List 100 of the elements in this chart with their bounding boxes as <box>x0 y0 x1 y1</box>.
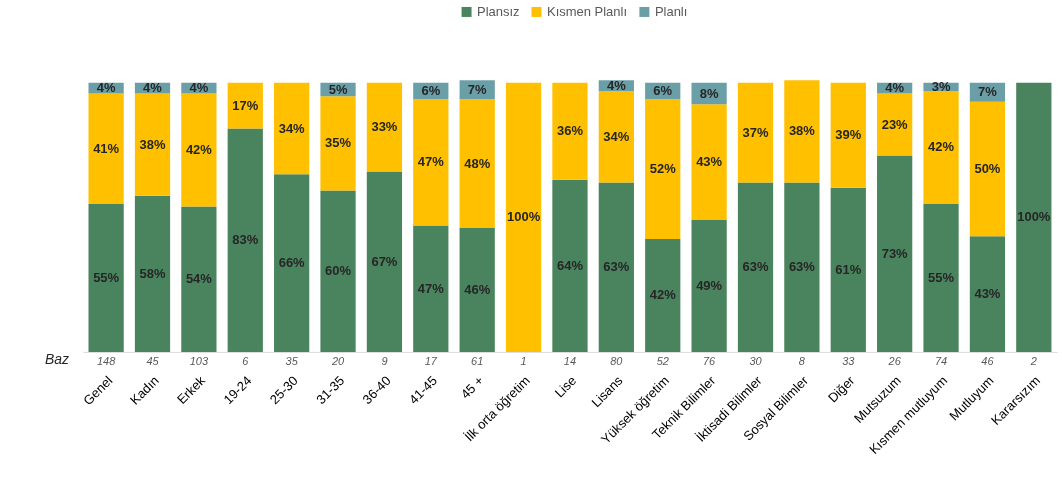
text: 17 <box>424 354 438 367</box>
legend-label: Plansız <box>477 3 520 19</box>
bar <box>598 182 634 352</box>
bar <box>274 82 310 175</box>
data-label: 33% <box>371 119 398 135</box>
bar <box>645 98 681 239</box>
data-label: 34% <box>278 120 306 136</box>
data-label: 6% <box>653 82 673 98</box>
bar <box>830 187 866 352</box>
data-label: 100% <box>506 209 541 225</box>
bar <box>552 179 588 352</box>
data-label: 63% <box>788 259 816 275</box>
bar <box>366 82 403 172</box>
data-label: 50% <box>974 160 1001 176</box>
text: 52 <box>656 354 669 367</box>
bar <box>181 206 217 352</box>
data-label: 60% <box>325 263 352 279</box>
data-label: 61% <box>835 261 862 277</box>
data-label: 3% <box>931 78 951 94</box>
data-label: 63% <box>603 259 630 275</box>
bar <box>830 82 866 188</box>
text: 148 <box>96 354 117 367</box>
text: 33 <box>842 354 855 367</box>
data-label: 37% <box>742 124 769 140</box>
data-label: 4% <box>189 80 209 96</box>
text: 45 <box>146 354 160 367</box>
bar <box>877 155 913 352</box>
bar <box>459 228 495 352</box>
text: 1 <box>520 354 527 367</box>
bar <box>969 101 1006 237</box>
bar <box>1016 82 1052 352</box>
data-label: 63% <box>742 259 769 275</box>
bar <box>784 182 820 352</box>
bar <box>877 93 913 156</box>
bar <box>88 93 124 204</box>
bar <box>598 90 634 183</box>
data-label: 47% <box>417 280 445 296</box>
text: 9 <box>381 354 388 367</box>
text: 46 <box>981 354 995 367</box>
data-label: 8% <box>699 85 719 101</box>
data-label: 83% <box>232 232 259 248</box>
bar <box>227 128 263 352</box>
text: 8 <box>798 354 806 367</box>
data-label: 4% <box>143 80 163 96</box>
data-label: 46% <box>464 282 491 297</box>
bar <box>413 225 449 352</box>
data-label: 100% <box>1017 209 1051 225</box>
data-label: 48% <box>464 155 491 171</box>
data-label: 17% <box>232 97 259 113</box>
bar <box>134 195 171 352</box>
text: Baz <box>44 350 70 367</box>
text: 14 <box>563 354 577 367</box>
bar <box>459 98 495 229</box>
data-label: 42% <box>649 287 677 303</box>
bar <box>320 96 356 191</box>
text: 6 <box>242 354 250 367</box>
data-label: 39% <box>835 127 862 143</box>
data-label: 43% <box>974 286 1001 302</box>
text: 30 <box>749 354 763 367</box>
data-label: 73% <box>881 245 909 261</box>
text: 2 <box>1029 354 1037 367</box>
data-label: 4% <box>96 80 116 96</box>
data-label: 6% <box>421 82 441 98</box>
bar <box>784 80 820 183</box>
data-label: 55% <box>93 269 120 285</box>
data-label: 42% <box>185 142 213 158</box>
data-label: 64% <box>556 257 584 273</box>
bar <box>923 90 959 204</box>
data-label: 38% <box>139 136 166 152</box>
bar <box>552 82 588 180</box>
bar <box>923 203 959 352</box>
bar <box>274 174 310 352</box>
bar <box>88 203 124 352</box>
bar <box>969 236 1006 352</box>
data-label: 38% <box>788 123 816 139</box>
data-label: 35% <box>325 135 352 151</box>
data-label: 4% <box>606 77 627 93</box>
data-label: 36% <box>556 123 584 139</box>
bar <box>691 220 727 352</box>
data-label: 43% <box>696 154 723 170</box>
text: 76 <box>703 354 717 367</box>
data-label: 49% <box>696 277 723 293</box>
bar <box>645 238 681 352</box>
text: 61 <box>471 354 484 367</box>
text: 80 <box>610 354 624 367</box>
bar <box>227 82 263 129</box>
data-label: 66% <box>278 255 306 271</box>
data-label: 47% <box>417 154 445 170</box>
x-tick-label: Lise <box>551 372 580 401</box>
data-label: 7% <box>467 81 488 97</box>
data-label: 55% <box>928 269 955 285</box>
bar <box>413 98 449 226</box>
data-label: 23% <box>881 116 909 132</box>
bar <box>320 190 356 352</box>
text: 74 <box>934 354 948 367</box>
data-label: 52% <box>649 160 677 176</box>
text: 26 <box>887 354 902 367</box>
text: 103 <box>189 354 209 367</box>
bar <box>737 182 774 352</box>
data-label: 42% <box>928 139 955 155</box>
